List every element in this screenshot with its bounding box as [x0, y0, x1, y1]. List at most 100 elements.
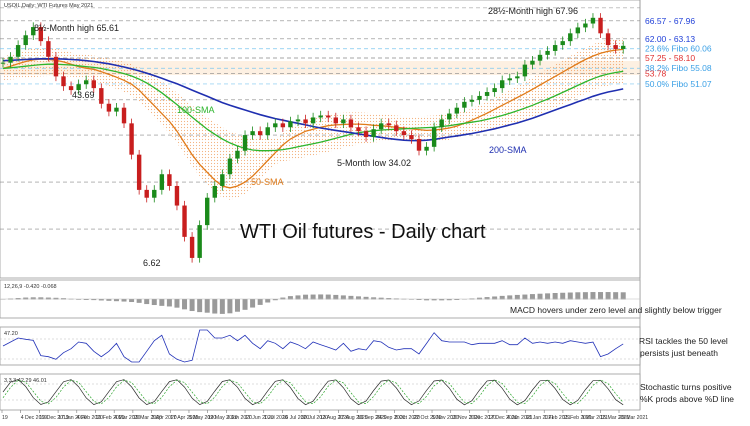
- annotation-43-69: 43.69: [72, 90, 95, 100]
- x-tick-label-3: 17 Jan 2020: [58, 415, 87, 421]
- chart-annotations: 8½-Month high 65.61 28½-Month high 67.96…: [34, 6, 578, 268]
- macd-bar-16: [121, 299, 127, 302]
- macd-label: 12,26,9 -0.420 -0.068: [4, 284, 57, 290]
- candle-body-65: [492, 88, 497, 93]
- rsi-caption-2: persists just beneath: [640, 348, 718, 358]
- candle-body-72: [545, 50, 550, 55]
- candle-body-51: [386, 123, 391, 126]
- candle-body-55: [416, 139, 422, 151]
- macd-bar-38: [287, 296, 293, 300]
- macd-bar-79: [598, 292, 604, 300]
- candle-body-60: [454, 107, 460, 114]
- macd-bar-32: [242, 299, 248, 310]
- candle-body-79: [598, 17, 603, 34]
- candle-body-67: [507, 78, 512, 81]
- macd-bar-67: [507, 295, 513, 300]
- macd-bar-14: [106, 299, 112, 301]
- macd-bar-13: [98, 299, 104, 301]
- x-tick-label-21: 8 Oct 2020: [395, 415, 420, 421]
- candle-body-25: [189, 236, 195, 258]
- macd-bar-42: [318, 294, 324, 300]
- stochastic-caption-1: Stochastic turns positive: [640, 382, 732, 392]
- macd-bar-22: [166, 299, 172, 307]
- candle-body-23: [174, 185, 180, 206]
- macd-bar-82: [620, 292, 626, 300]
- candle-body-41: [310, 117, 316, 124]
- x-tick-label-1: 4 Dec 2019: [21, 415, 48, 421]
- candle-body-6: [46, 41, 51, 57]
- macd-bar-27: [204, 299, 210, 313]
- candle-body-80: [605, 33, 611, 46]
- annotation-50-sma: 50-SMA: [251, 177, 284, 187]
- macd-bar-17: [129, 299, 135, 303]
- x-tick-label-27: 4 Jan 2021: [507, 415, 533, 421]
- candle-body-18: [136, 154, 142, 190]
- x-tick-label-29: 1 Feb 2021: [544, 415, 570, 421]
- candle-body-66: [500, 80, 505, 89]
- macd-bar-70: [529, 294, 535, 300]
- x-tick-label-25: 3 Dec 2020: [469, 415, 496, 421]
- macd-bar-6: [45, 297, 51, 300]
- x-tick-label-15: 16 Jul 2020: [282, 415, 309, 421]
- macd-bar-35: [265, 299, 271, 303]
- candle-body-76: [575, 27, 581, 34]
- candle-body-0: [0, 62, 6, 64]
- candle-body-42: [318, 115, 323, 118]
- resistance-zone: [0, 61, 640, 75]
- macd-bar-76: [575, 292, 581, 300]
- candle-body-68: [515, 76, 520, 79]
- macd-histogram: [0, 292, 640, 314]
- macd-caption: MACD hovers under zero level and slightl…: [510, 305, 722, 315]
- macd-bar-7: [53, 297, 59, 300]
- macd-bar-10: [76, 299, 82, 300]
- level-label-2: 23.6% Fibo 60.06: [645, 44, 712, 54]
- macd-bar-72: [545, 293, 551, 300]
- candle-body-30: [227, 158, 233, 175]
- candle-body-75: [568, 33, 573, 42]
- x-tick-label-28: 18 Jan 2021: [526, 415, 555, 421]
- macd-bar-55: [416, 299, 422, 300]
- candle-body-32: [242, 135, 248, 151]
- macd-bar-77: [582, 292, 588, 300]
- candle-body-57: [431, 127, 437, 147]
- macd-bar-11: [83, 299, 89, 300]
- annotation-5-month-low: 5-Month low 34.02: [337, 158, 411, 168]
- macd-bar-21: [159, 299, 165, 306]
- macd-bar-31: [234, 299, 240, 312]
- macd-bar-43: [325, 294, 331, 300]
- macd-bar-23: [174, 299, 180, 308]
- macd-bar-68: [514, 294, 520, 300]
- candle-body-54: [409, 135, 414, 139]
- level-label-3: 57.25 - 58.10: [645, 53, 695, 63]
- x-tick-label-9: 17 Apr 2020: [170, 415, 198, 421]
- x-tick-label-14: 1 Jul 2020: [264, 415, 288, 421]
- level-label-6: 50.0% Fibo 51.07: [645, 79, 712, 89]
- macd-bar-74: [560, 292, 566, 300]
- candle-body-4: [31, 27, 36, 36]
- macd-bar-5: [38, 297, 44, 300]
- candle-body-33: [250, 131, 255, 136]
- candle-body-77: [583, 23, 588, 28]
- candle-body-71: [537, 54, 543, 61]
- candle-body-56: [424, 146, 429, 151]
- macd-bar-41: [310, 294, 316, 300]
- x-tick-label-33: 29 Mar 2021: [619, 415, 648, 421]
- macd-bar-65: [492, 296, 498, 300]
- macd-bar-59: [446, 299, 452, 301]
- macd-bar-81: [613, 292, 619, 300]
- x-tick-label-12: 3 Jun 2020: [226, 415, 252, 421]
- x-tick-label-2: 19 Dec 2019: [39, 415, 69, 421]
- x-tick-label-0: 19: [2, 415, 8, 421]
- candle-body-62: [469, 99, 475, 102]
- macd-bar-48: [363, 296, 369, 300]
- macd-bar-28: [212, 299, 218, 314]
- macd-bar-33: [250, 299, 256, 308]
- macd-bar-39: [295, 295, 301, 300]
- candle-body-8: [61, 76, 66, 87]
- x-tick-label-30: 15 Feb 2021: [563, 415, 592, 421]
- macd-bar-71: [537, 293, 543, 300]
- candle-body-24: [182, 205, 187, 237]
- x-tick-label-24: 19 Nov 2020: [451, 415, 481, 421]
- candle-body-73: [552, 45, 558, 51]
- candle-body-14: [106, 103, 112, 112]
